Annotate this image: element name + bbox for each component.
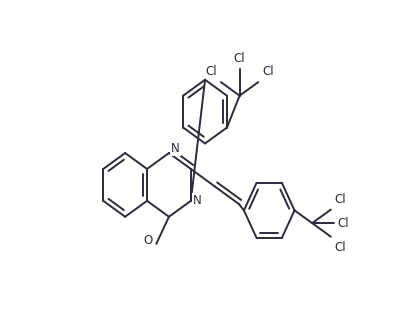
Text: Cl: Cl [334,241,346,254]
Text: N: N [171,142,180,155]
Text: Cl: Cl [261,65,273,78]
Text: Cl: Cl [233,52,245,65]
Text: Cl: Cl [205,65,217,78]
Text: Cl: Cl [337,217,348,230]
Text: Cl: Cl [334,193,346,206]
Text: N: N [193,194,201,207]
Text: O: O [143,234,152,247]
